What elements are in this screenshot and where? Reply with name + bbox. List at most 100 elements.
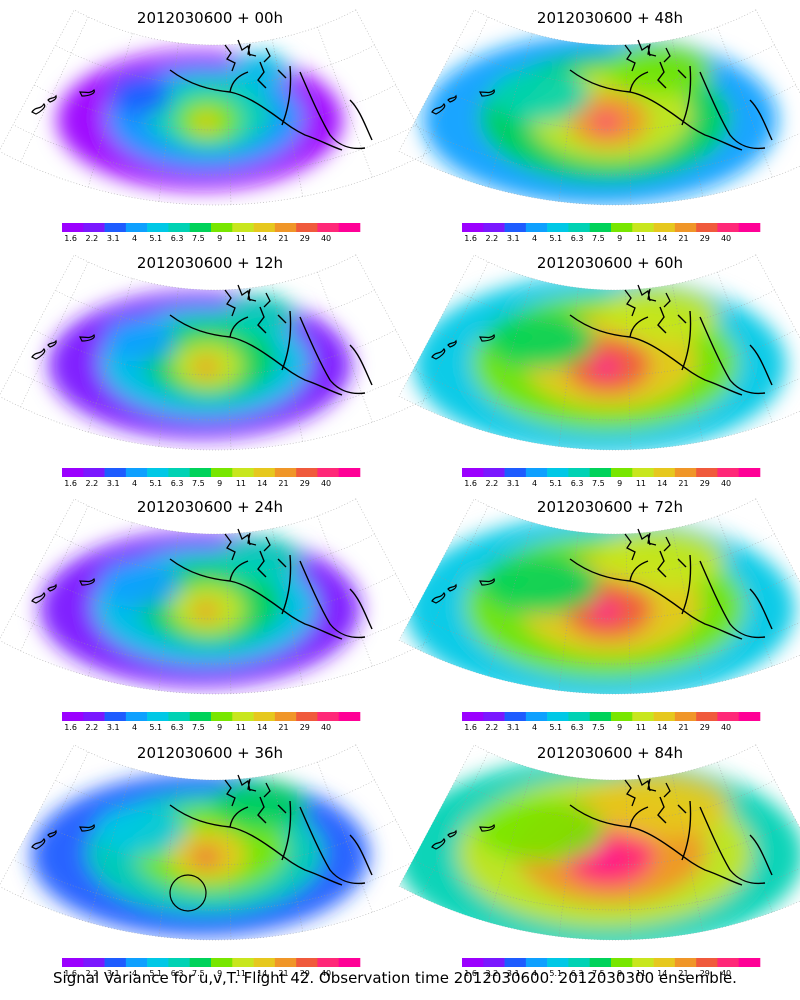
colorbar-label: 21 (678, 723, 688, 732)
colorbar-swatch (525, 958, 548, 967)
colorbar-swatch (253, 223, 276, 232)
colorbar-swatch (525, 223, 548, 232)
colorbar-swatch (738, 712, 761, 721)
colorbar-swatch (232, 712, 254, 721)
colorbar-swatch (717, 958, 740, 967)
colorbar: 1.6 2.2 3.1 4 5.1 6.3 7.5 9 11 14 21 29 40 (62, 712, 361, 732)
colorbar-swatch (504, 958, 527, 967)
colorbar-label: 29 (700, 969, 710, 978)
colorbar-label: 6.3 (171, 479, 184, 488)
map-panel: 2012030600 + 00h 1.6 2.2 3.1 4 5.1 6.3 7.5 9 11 14… (0, 9, 432, 243)
colorbar-swatch (62, 223, 84, 232)
annotation-circle (169, 874, 207, 912)
colorbar-label: 9 (217, 234, 222, 243)
colorbar-label: 4 (132, 969, 137, 978)
colorbar-swatch (211, 468, 233, 477)
coastline-archipelago (624, 774, 671, 807)
colorbar-swatch (189, 958, 212, 967)
colorbar-swatch (168, 223, 191, 232)
colorbar-label: 5.1 (549, 479, 562, 488)
colorbar-label: 9 (217, 969, 222, 978)
coastline-islands (31, 333, 95, 360)
colorbar-swatch (104, 712, 127, 721)
colorbar-swatch (462, 958, 484, 967)
colorbar-label: 1.6 (64, 969, 77, 978)
variance-field (13, 505, 417, 694)
coastline-archipelago (624, 284, 671, 317)
colorbar-swatch (296, 712, 318, 721)
colorbar-swatch (211, 223, 233, 232)
colorbar-swatch (189, 712, 212, 721)
colorbar-swatch (83, 468, 105, 477)
colorbar-label: 9 (617, 969, 622, 978)
colorbar-swatch (611, 223, 633, 232)
colorbar-label: 4 (132, 479, 137, 488)
map-panel: 2012030600 + 12h 1.6 2.2 3.1 4 5.1 6.3 7.5 9 11 14… (0, 254, 432, 488)
colorbar-label: 1.6 (64, 479, 77, 488)
colorbar-swatch (125, 223, 148, 232)
colorbar-label: 6.3 (171, 723, 184, 732)
colorbar-swatch (253, 712, 276, 721)
colorbar-swatch (504, 223, 527, 232)
colorbar-swatch (674, 468, 697, 477)
panel-title: 2012030600 + 00h (137, 9, 283, 27)
colorbar-label: 5.1 (149, 479, 162, 488)
colorbar-swatch (674, 958, 697, 967)
colorbar-swatch (653, 468, 676, 477)
colorbar-swatch (62, 712, 84, 721)
colorbar-swatch (168, 958, 191, 967)
colorbar-swatch (338, 958, 361, 967)
colorbar-label: 5.1 (149, 969, 162, 978)
colorbar-swatch (168, 468, 191, 477)
colorbar-label: 14 (257, 479, 267, 488)
colorbar-label: 4 (532, 969, 537, 978)
colorbar-swatch (296, 223, 318, 232)
colorbar-label: 3.1 (107, 479, 120, 488)
map-panel: 2012030600 + 72h 1.6 2.2 3.1 4 5.1 6.3 7.5 9 11 14… (398, 498, 800, 732)
colorbar-label: 14 (657, 479, 667, 488)
colorbar-label: 2.2 (486, 234, 499, 243)
colorbar-label: 1.6 (464, 969, 477, 978)
colorbar-swatch (232, 468, 254, 477)
colorbar-swatch (211, 712, 233, 721)
colorbar-label: 4 (532, 723, 537, 732)
colorbar-label: 2.2 (86, 723, 99, 732)
colorbar-label: 14 (257, 723, 267, 732)
colorbar-swatch (147, 223, 169, 232)
colorbar-label: 11 (636, 234, 646, 243)
colorbar-label: 7.5 (592, 723, 605, 732)
colorbar-swatch (717, 223, 740, 232)
coastline-islands (431, 823, 495, 850)
colorbar-label: 3.1 (107, 234, 120, 243)
colorbar-label: 7.5 (592, 479, 605, 488)
colorbar-label: 11 (236, 723, 246, 732)
colorbar-label: 7.5 (192, 969, 205, 978)
colorbar: 1.6 2.2 3.1 4 5.1 6.3 7.5 9 11 14 21 29 40 (62, 958, 361, 978)
colorbar-swatch (62, 468, 84, 477)
colorbar-swatch (104, 223, 127, 232)
colorbar-label: 3.1 (507, 969, 520, 978)
panel-title: 2012030600 + 60h (537, 254, 683, 272)
colorbar-swatch (738, 468, 761, 477)
coastline (569, 306, 773, 396)
colorbar-label: 40 (321, 234, 331, 243)
coastline-archipelago (224, 528, 271, 561)
colorbar-label: 5.1 (549, 969, 562, 978)
colorbar-label: 7.5 (592, 969, 605, 978)
colorbar-label: 29 (300, 479, 310, 488)
coastline (169, 796, 373, 886)
colorbar-swatch (738, 958, 761, 967)
colorbar-swatch (317, 712, 340, 721)
colorbar-label: 40 (721, 723, 731, 732)
colorbar-label: 9 (617, 479, 622, 488)
colorbar-label: 4 (132, 723, 137, 732)
colorbar-swatch (274, 468, 297, 477)
colorbar-swatch (296, 958, 318, 967)
colorbar-label: 6.3 (571, 234, 584, 243)
colorbar-swatch (274, 958, 297, 967)
colorbar-label: 1.6 (464, 723, 477, 732)
colorbar-label: 7.5 (192, 234, 205, 243)
colorbar-label: 9 (617, 234, 622, 243)
colorbar-label: 29 (700, 723, 710, 732)
colorbar-label: 40 (721, 969, 731, 978)
